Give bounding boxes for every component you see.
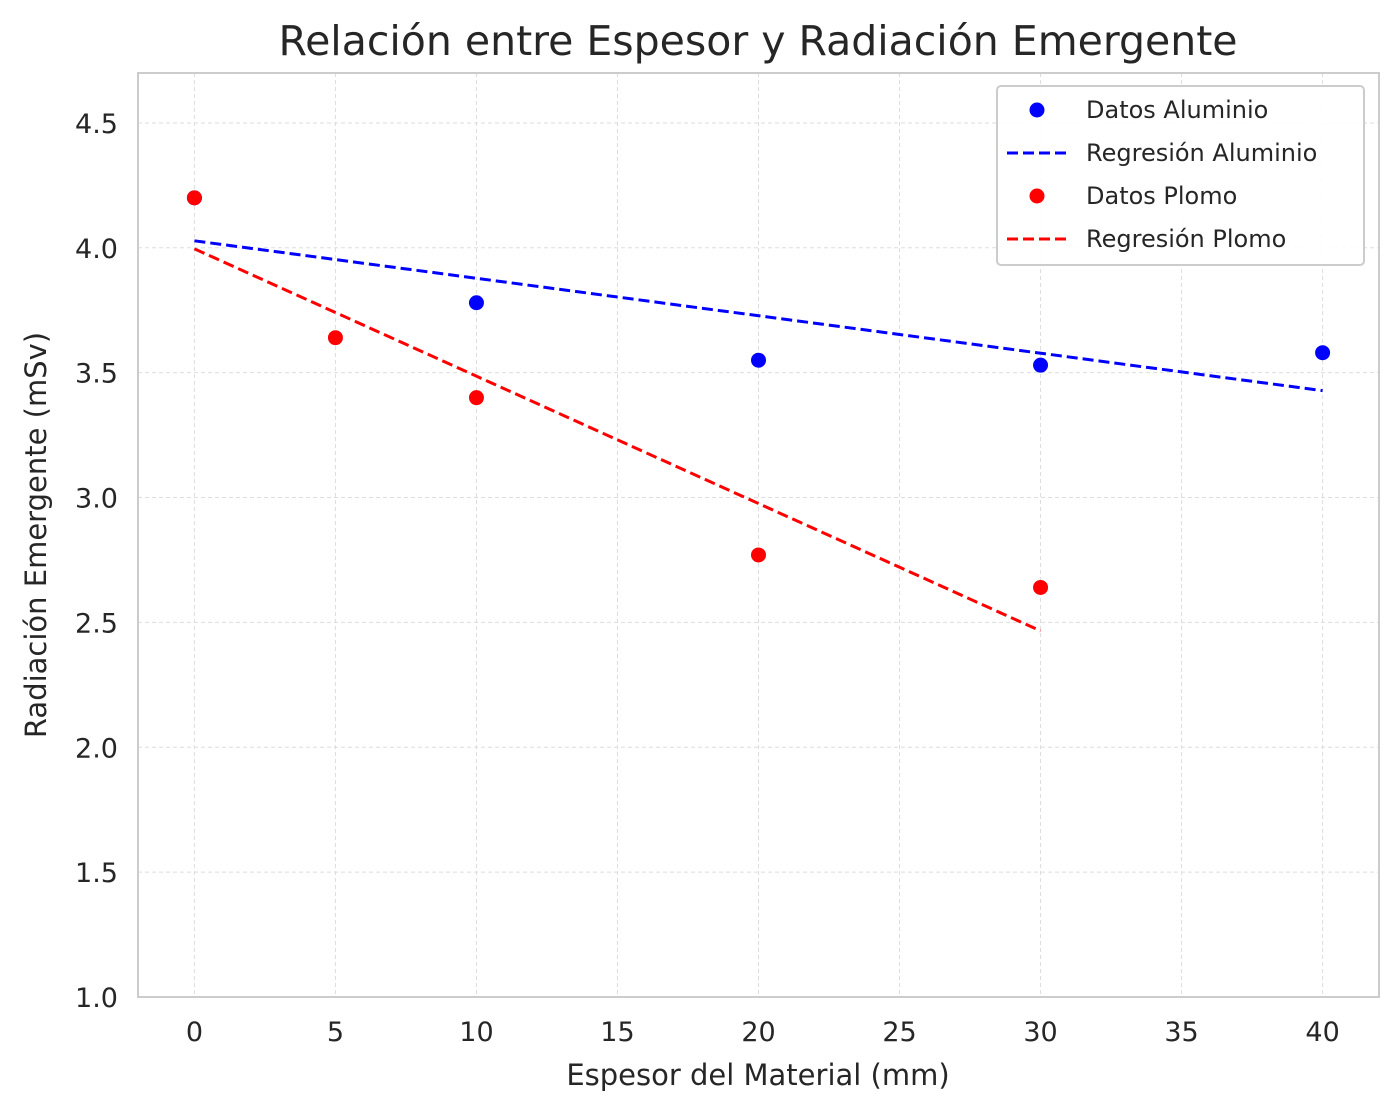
legend-regresion-aluminio-label: Regresión Aluminio xyxy=(1086,139,1317,167)
y-tick-label: 2.0 xyxy=(75,733,118,764)
legend-box xyxy=(996,85,1365,266)
y-axis-ticks: 1.0 1.5 2.0 2.5 3.0 3.5 4.0 4.5 xyxy=(75,109,118,1014)
x-tick-label: 35 xyxy=(1164,1017,1198,1048)
datos-plomo-point xyxy=(468,390,484,406)
legend-datos-aluminio-label: Datos Aluminio xyxy=(1086,96,1268,124)
x-tick-label: 15 xyxy=(600,1017,634,1048)
legend-datos-plomo-swatch xyxy=(1029,188,1045,204)
legend-datos-plomo-label: Datos Plomo xyxy=(1086,182,1237,210)
y-tick-label: 3.5 xyxy=(75,359,118,390)
datos-aluminio-point xyxy=(1315,345,1331,361)
y-tick-label: 1.0 xyxy=(75,983,118,1014)
y-axis-label: Radiación Emergente (mSv) xyxy=(19,332,53,738)
x-tick-label: 5 xyxy=(327,1017,344,1048)
regresion-plomo-line xyxy=(193,247,1042,633)
legend: Datos Aluminio Regresión Aluminio Datos Pl… xyxy=(996,85,1365,266)
datos-plomo-point xyxy=(1033,579,1049,595)
x-tick-label: 20 xyxy=(741,1017,775,1048)
x-tick-label: 30 xyxy=(1023,1017,1057,1048)
x-axis-ticks: 0 5 10 15 20 25 30 35 40 xyxy=(186,1017,1340,1048)
datos-plomo-point xyxy=(327,330,343,346)
y-tick-label: 4.0 xyxy=(75,234,118,265)
regresion-aluminio-line xyxy=(194,239,1323,393)
y-tick-label: 4.5 xyxy=(75,109,118,140)
y-tick-label: 1.5 xyxy=(75,858,118,889)
chart-title: Relación entre Espesor y Radiación Emerg… xyxy=(278,17,1237,65)
datos-aluminio-point xyxy=(1033,357,1049,373)
y-tick-label: 2.5 xyxy=(75,608,118,639)
y-tick-label: 3.0 xyxy=(75,484,118,515)
legend-datos-aluminio-swatch xyxy=(1029,102,1045,118)
datos-aluminio-point xyxy=(751,352,766,368)
x-axis-label: Espesor del Material (mm) xyxy=(566,1058,949,1092)
series-layer xyxy=(186,190,1331,633)
x-tick-label: 40 xyxy=(1305,1017,1339,1048)
x-tick-label: 10 xyxy=(459,1017,493,1048)
x-tick-label: 25 xyxy=(882,1017,916,1048)
x-tick-label: 0 xyxy=(186,1017,203,1048)
datos-aluminio-point xyxy=(468,295,484,311)
plot-frame xyxy=(137,72,1380,998)
datos-plomo-point xyxy=(751,547,766,563)
datos-plomo-point xyxy=(186,190,202,206)
legend-regresion-plomo-label: Regresión Plomo xyxy=(1086,225,1286,253)
